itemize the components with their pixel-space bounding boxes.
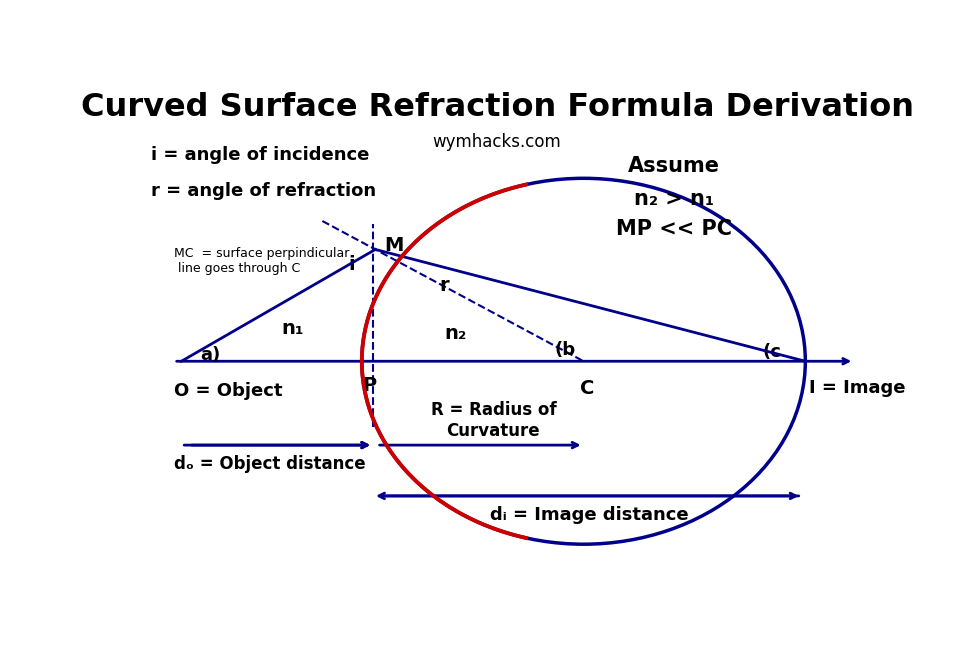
Text: wymhacks.com: wymhacks.com xyxy=(432,133,561,150)
Text: i = angle of incidence: i = angle of incidence xyxy=(151,147,369,164)
Text: (c: (c xyxy=(762,343,780,361)
Text: n₁: n₁ xyxy=(281,319,303,338)
Text: n₂ > n₁: n₂ > n₁ xyxy=(633,189,713,209)
Text: O = Object: O = Object xyxy=(173,381,282,399)
Text: dᵢ = Image distance: dᵢ = Image distance xyxy=(489,506,688,524)
Text: r: r xyxy=(439,275,449,294)
Text: i: i xyxy=(348,255,355,274)
Text: C: C xyxy=(579,379,594,398)
Text: MC  = surface perpindicular
 line goes through C: MC = surface perpindicular line goes thr… xyxy=(173,247,349,275)
Text: R = Radius of
Curvature: R = Radius of Curvature xyxy=(430,401,555,440)
Text: Curved Surface Refraction Formula Derivation: Curved Surface Refraction Formula Deriva… xyxy=(80,92,913,123)
Text: Assume: Assume xyxy=(627,156,719,176)
Text: a): a) xyxy=(200,346,220,364)
Text: dₒ = Object distance: dₒ = Object distance xyxy=(173,455,365,473)
Text: I = Image: I = Image xyxy=(808,379,905,397)
Text: M: M xyxy=(384,236,403,255)
Text: MP << PC: MP << PC xyxy=(615,219,731,239)
Text: (b: (b xyxy=(553,341,575,359)
Text: P: P xyxy=(361,376,376,395)
Text: r = angle of refraction: r = angle of refraction xyxy=(151,182,376,200)
Text: n₂: n₂ xyxy=(444,324,466,343)
